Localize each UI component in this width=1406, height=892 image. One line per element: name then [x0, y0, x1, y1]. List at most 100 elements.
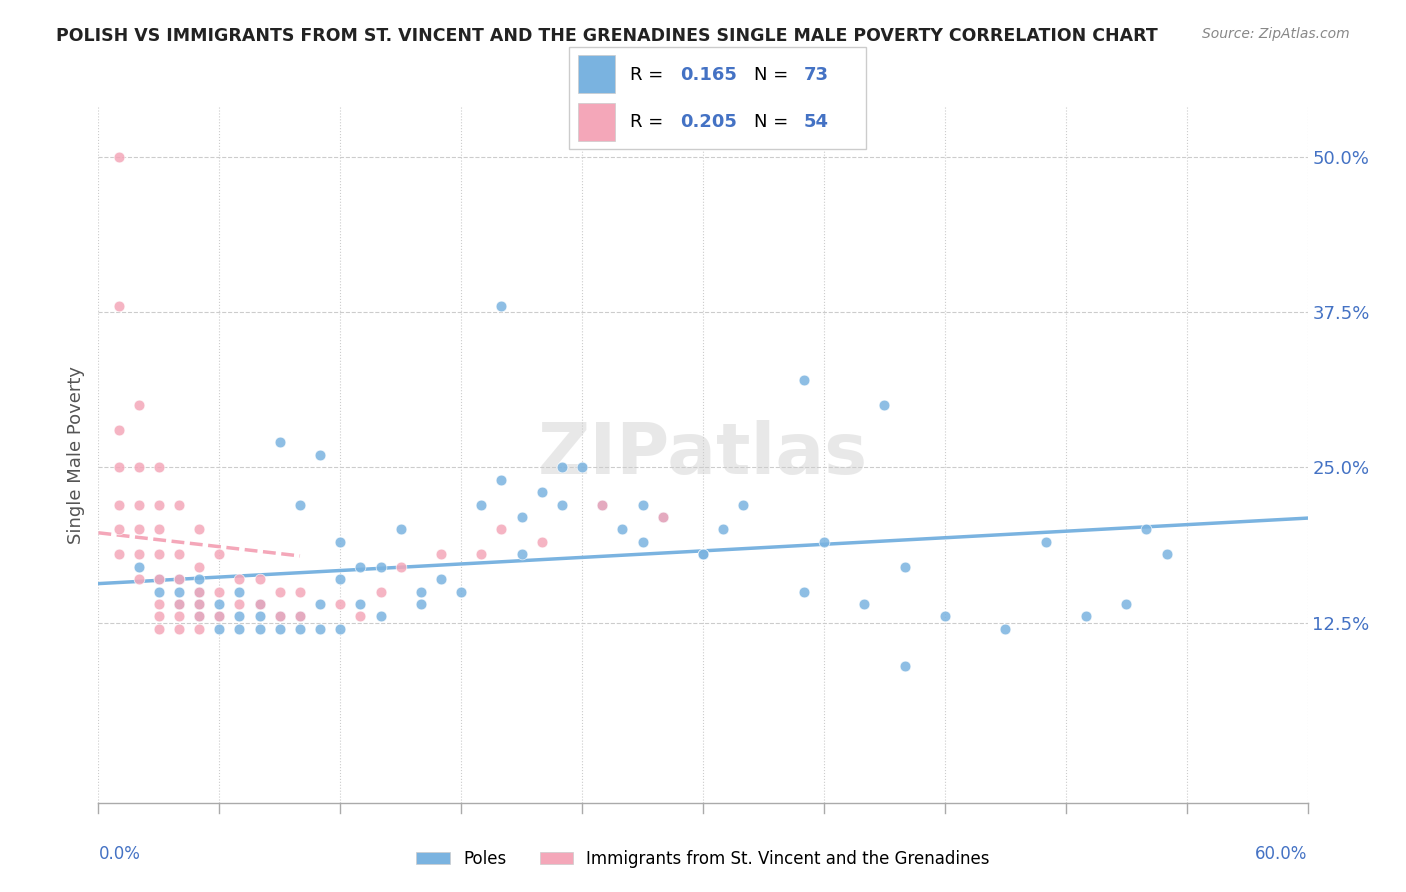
Text: 0.165: 0.165 — [681, 66, 737, 84]
Point — [491, 523, 513, 537]
Point — [288, 622, 311, 636]
Point — [1135, 523, 1157, 537]
Text: Source: ZipAtlas.com: Source: ZipAtlas.com — [1202, 27, 1350, 41]
Point — [107, 150, 129, 164]
Point — [107, 423, 129, 437]
Point — [349, 559, 371, 574]
Point — [329, 597, 352, 611]
Point — [288, 609, 311, 624]
Point — [470, 547, 492, 561]
Point — [249, 597, 271, 611]
Point — [430, 572, 453, 586]
FancyBboxPatch shape — [578, 103, 614, 141]
Point — [167, 597, 190, 611]
Point — [530, 534, 553, 549]
Text: 60.0%: 60.0% — [1256, 845, 1308, 863]
Point — [188, 609, 211, 624]
Point — [591, 498, 613, 512]
Point — [249, 609, 271, 624]
Point — [128, 559, 150, 574]
Y-axis label: Single Male Poverty: Single Male Poverty — [66, 366, 84, 544]
Point — [128, 547, 150, 561]
Text: POLISH VS IMMIGRANTS FROM ST. VINCENT AND THE GRENADINES SINGLE MALE POVERTY COR: POLISH VS IMMIGRANTS FROM ST. VINCENT AN… — [56, 27, 1159, 45]
Point — [651, 510, 673, 524]
Point — [269, 622, 291, 636]
Point — [167, 572, 190, 586]
Point — [148, 572, 170, 586]
Point — [188, 597, 211, 611]
Point — [148, 622, 170, 636]
Text: R =: R = — [630, 112, 669, 130]
Point — [128, 398, 150, 412]
Point — [329, 572, 352, 586]
Point — [249, 597, 271, 611]
Point — [249, 572, 271, 586]
Point — [1156, 547, 1178, 561]
Point — [994, 622, 1017, 636]
Point — [269, 435, 291, 450]
Point — [893, 559, 915, 574]
Point — [551, 460, 574, 475]
Point — [107, 299, 129, 313]
Point — [208, 609, 231, 624]
Point — [228, 584, 250, 599]
Point — [491, 299, 513, 313]
Point — [269, 609, 291, 624]
Point — [551, 498, 574, 512]
Point — [188, 609, 211, 624]
Point — [409, 584, 432, 599]
Point — [167, 584, 190, 599]
Text: 54: 54 — [804, 112, 828, 130]
Text: 0.205: 0.205 — [681, 112, 737, 130]
Point — [269, 584, 291, 599]
Point — [208, 609, 231, 624]
Point — [309, 448, 332, 462]
Point — [128, 498, 150, 512]
Point — [148, 597, 170, 611]
Point — [309, 622, 332, 636]
Point — [893, 659, 915, 673]
Text: R =: R = — [630, 66, 669, 84]
Point — [370, 584, 392, 599]
Point — [148, 498, 170, 512]
Legend: Poles, Immigrants from St. Vincent and the Grenadines: Poles, Immigrants from St. Vincent and t… — [409, 844, 997, 875]
Point — [148, 523, 170, 537]
Point — [510, 547, 533, 561]
Point — [188, 584, 211, 599]
Point — [873, 398, 896, 412]
Point — [510, 510, 533, 524]
Point — [288, 609, 311, 624]
Point — [148, 572, 170, 586]
Point — [208, 622, 231, 636]
Point — [470, 498, 492, 512]
Text: ZIPatlas: ZIPatlas — [538, 420, 868, 490]
Point — [389, 559, 412, 574]
Point — [692, 547, 714, 561]
Point — [491, 473, 513, 487]
Point — [228, 609, 250, 624]
Point — [148, 547, 170, 561]
Point — [228, 572, 250, 586]
Point — [813, 534, 835, 549]
Point — [167, 572, 190, 586]
Point — [288, 498, 311, 512]
Point — [370, 559, 392, 574]
Point — [269, 609, 291, 624]
Point — [128, 460, 150, 475]
Point — [188, 523, 211, 537]
Point — [288, 584, 311, 599]
Point — [450, 584, 472, 599]
Point — [389, 523, 412, 537]
Point — [188, 597, 211, 611]
Point — [591, 498, 613, 512]
Point — [651, 510, 673, 524]
Point — [107, 460, 129, 475]
Point — [309, 597, 332, 611]
Point — [733, 498, 755, 512]
Point — [188, 559, 211, 574]
Point — [934, 609, 956, 624]
Point — [228, 622, 250, 636]
Point — [631, 534, 654, 549]
Point — [167, 547, 190, 561]
Point — [128, 523, 150, 537]
